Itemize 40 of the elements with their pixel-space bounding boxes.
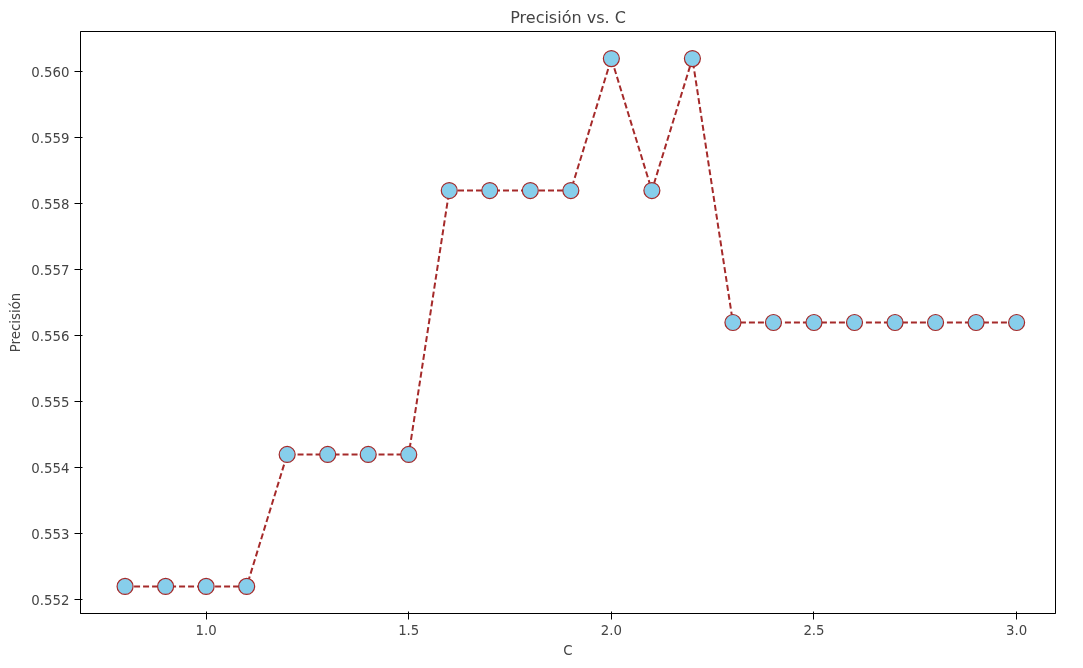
x-tick-label: 1.0 xyxy=(195,622,217,638)
point xyxy=(116,577,134,596)
point xyxy=(764,313,783,332)
y-tick-label: 0.554 xyxy=(31,460,70,476)
point xyxy=(1008,313,1026,332)
y-tick-label: 0.555 xyxy=(31,394,70,410)
y-tick-label: 0.556 xyxy=(31,328,70,344)
point xyxy=(238,577,256,596)
point xyxy=(967,313,985,332)
point xyxy=(440,181,458,200)
point xyxy=(197,577,215,596)
point xyxy=(683,49,702,68)
point xyxy=(724,313,742,332)
x-tick-label: 2.5 xyxy=(803,622,825,638)
x-tick-label: 3.0 xyxy=(1006,622,1028,638)
y-tick-label: 0.552 xyxy=(31,592,70,608)
point xyxy=(278,445,296,464)
point xyxy=(319,445,337,464)
point xyxy=(400,445,418,464)
point xyxy=(845,313,864,332)
point xyxy=(562,181,580,200)
y-axis-title: Precisión xyxy=(8,292,24,353)
point xyxy=(359,445,377,464)
chart-title: Precisión vs. C xyxy=(510,7,626,27)
point xyxy=(521,181,539,200)
x-tick-label: 1.5 xyxy=(398,622,420,638)
y-tick-label: 0.559 xyxy=(31,130,70,146)
y-tick-label: 0.560 xyxy=(31,64,70,80)
point xyxy=(643,181,661,200)
point xyxy=(602,49,620,68)
y-tick-label: 0.557 xyxy=(31,262,70,278)
y-tick-label: 0.558 xyxy=(31,196,70,212)
x-tick-label: 2.0 xyxy=(600,622,622,638)
point xyxy=(481,181,499,200)
point xyxy=(157,577,175,596)
point xyxy=(886,313,904,332)
point xyxy=(926,313,945,332)
point xyxy=(805,313,823,332)
x-axis-title: C xyxy=(563,642,573,658)
y-tick-label: 0.553 xyxy=(31,526,70,542)
